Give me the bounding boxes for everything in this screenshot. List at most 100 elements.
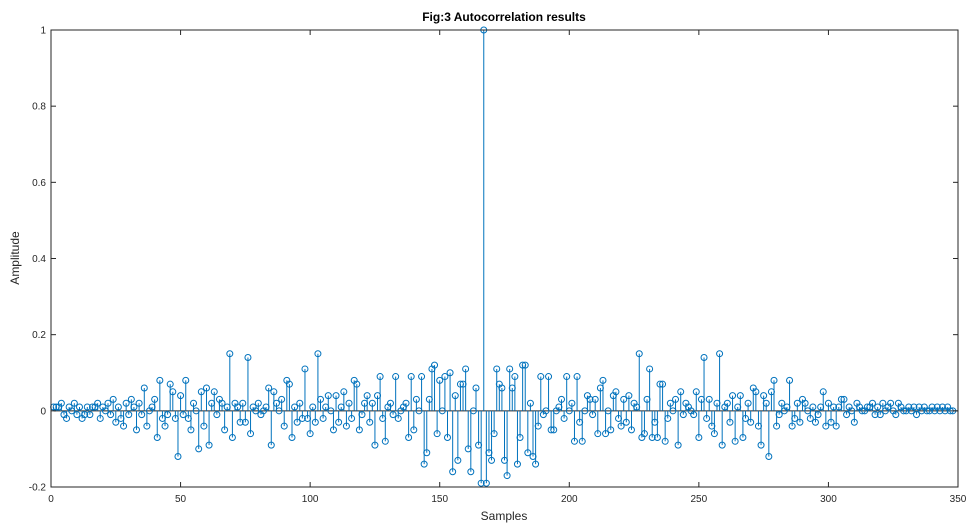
stem-marker	[70, 399, 78, 407]
stem-marker	[503, 472, 511, 480]
stem-marker	[174, 453, 182, 461]
stem-marker	[190, 399, 198, 407]
stem-marker	[317, 395, 325, 403]
stem-marker	[666, 399, 674, 407]
stem-marker	[332, 392, 340, 400]
stem-marker	[700, 354, 708, 362]
y-tick-label: 0	[40, 406, 46, 417]
stem-marker	[672, 395, 680, 403]
stem-marker	[729, 392, 737, 400]
stem-marker	[371, 441, 379, 449]
stem-marker	[169, 388, 177, 396]
stem-marker	[570, 437, 578, 445]
stem-marker	[648, 433, 656, 441]
stem-marker	[602, 430, 610, 438]
stem-marker	[843, 411, 851, 419]
stem-marker	[710, 430, 718, 438]
stem-marker	[63, 414, 71, 422]
x-tick-label: 350	[950, 494, 967, 505]
stem-marker	[342, 422, 350, 430]
stem-marker	[814, 411, 822, 419]
stem-marker	[635, 350, 643, 358]
stem-marker	[195, 445, 203, 453]
chart-title: Fig:3 Autocorrelation results	[422, 10, 586, 24]
stem-marker	[534, 422, 542, 430]
stem-marker	[726, 418, 734, 426]
stem-marker	[267, 441, 275, 449]
stem-marker	[692, 388, 700, 396]
stem-marker	[612, 388, 620, 396]
stem-marker	[112, 418, 120, 426]
stem-marker	[392, 373, 400, 381]
stem-marker	[218, 399, 226, 407]
stem-marker	[441, 373, 449, 381]
stem-marker	[563, 373, 571, 381]
stem-marker	[736, 392, 744, 400]
stem-marker	[293, 418, 301, 426]
stem-marker	[879, 399, 887, 407]
stem-marker	[314, 350, 322, 358]
stem-marker	[407, 373, 415, 381]
stem-marker	[578, 437, 586, 445]
stem-marker	[747, 418, 755, 426]
stem-marker	[83, 403, 91, 411]
stem-marker	[868, 399, 876, 407]
stem-marker	[301, 365, 309, 373]
stem-marker	[871, 411, 879, 419]
stem-marker	[791, 414, 799, 422]
stem-marker	[358, 411, 366, 419]
stem-marker	[488, 456, 496, 464]
stem-marker	[477, 479, 485, 487]
stem-marker	[73, 411, 81, 419]
stem-marker	[731, 437, 739, 445]
y-tick-label: 0.4	[32, 254, 46, 265]
stem-marker	[418, 373, 426, 381]
stem-marker	[716, 350, 724, 358]
stem-marker	[272, 399, 280, 407]
stem-marker	[135, 399, 143, 407]
stem-marker	[627, 426, 635, 434]
stem-marker	[381, 437, 389, 445]
stem-marker	[296, 399, 304, 407]
stem-marker	[104, 399, 112, 407]
x-tick-label: 100	[302, 494, 319, 505]
stem-marker	[449, 468, 457, 476]
stem-marker	[94, 399, 102, 407]
stem-marker	[827, 418, 835, 426]
stem-marker	[319, 414, 327, 422]
stem-marker	[205, 441, 213, 449]
stem-marker	[122, 399, 130, 407]
stem-marker	[386, 399, 394, 407]
stem-marker	[472, 384, 480, 392]
stem-marker	[840, 395, 848, 403]
x-tick-label: 50	[175, 494, 187, 505]
stem-marker	[493, 365, 501, 373]
stem-marker	[739, 433, 747, 441]
stem-marker	[288, 433, 296, 441]
stem-marker	[109, 395, 117, 403]
stem-marker	[156, 376, 164, 384]
stem-marker	[446, 369, 454, 377]
stem-marker	[664, 414, 672, 422]
stem-marker	[278, 395, 286, 403]
stem-marker	[86, 411, 94, 419]
stem-marker	[376, 373, 384, 381]
stem-marker	[311, 418, 319, 426]
stem-marker	[410, 426, 418, 434]
stem-marker	[76, 403, 84, 411]
y-tick-label: 0.6	[32, 178, 46, 189]
stem-marker	[324, 392, 332, 400]
stem-marker	[226, 350, 234, 358]
stem-marker	[348, 414, 356, 422]
stem-marker	[57, 399, 65, 407]
x-axis-label: Samples	[481, 509, 528, 523]
stem-marker	[703, 414, 711, 422]
stem-marker	[900, 407, 908, 415]
stem-marker	[247, 430, 255, 438]
stem-marker	[133, 426, 141, 434]
stem-marker	[822, 422, 830, 430]
stem-marker	[462, 365, 470, 373]
stem-marker	[887, 399, 895, 407]
stem-marker	[545, 373, 553, 381]
